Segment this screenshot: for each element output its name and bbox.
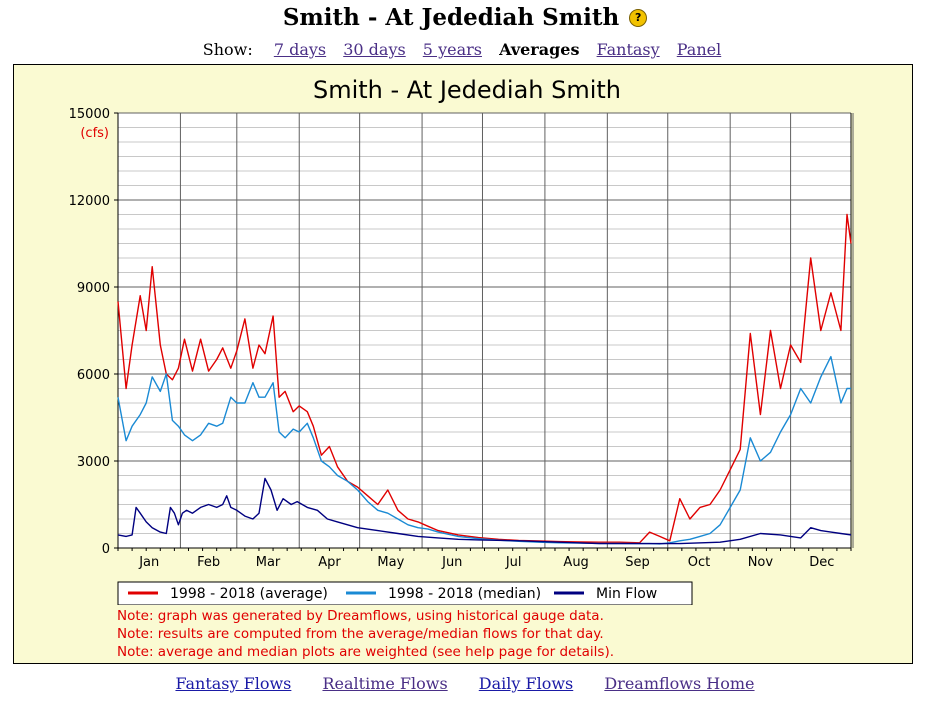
x-month-label: Jul — [505, 555, 522, 570]
x-month-label: Oct — [688, 555, 710, 570]
y-tick-label: 3000 — [77, 455, 110, 470]
chart-panel: Smith - At Jedediah Smith 0 3000 6000 9000 1… — [13, 64, 913, 664]
chart-title: Smith - At Jedediah Smith — [313, 76, 621, 104]
y-axis: 0 3000 6000 9000 12000 15000 — [69, 107, 852, 557]
footer-link-fantasy-flows[interactable]: Fantasy Flows — [175, 674, 292, 693]
page-header: Smith - At Jedediah Smith? — [0, 4, 930, 31]
y-tick-label: 6000 — [77, 368, 110, 383]
nav-link-7-days[interactable]: 7 days — [273, 40, 327, 59]
series-line-1 — [117, 355, 851, 545]
nav-link-30-days[interactable]: 30 days — [343, 40, 406, 59]
chart-notes: Note: graph was generated by Dreamflows,… — [117, 607, 614, 661]
chart-legend: 1998 - 2018 (average) 1998 - 2018 (median… — [117, 581, 693, 606]
footer-nav: Fantasy Flows Realtime Flows Daily Flows… — [0, 674, 930, 693]
nav-link-fantasy[interactable]: Fantasy — [596, 40, 660, 59]
footer-link-realtime-flows[interactable]: Realtime Flows — [322, 674, 448, 693]
y-tick-label: 0 — [102, 542, 110, 557]
x-month-label: Sep — [625, 555, 650, 570]
note-line: Note: graph was generated by Dreamflows,… — [117, 608, 604, 624]
view-selector-nav: Show: 7 days 30 days 5 years Averages Fa… — [0, 40, 930, 59]
nav-link-panel[interactable]: Panel — [676, 40, 722, 59]
x-month-label: Jun — [441, 555, 462, 570]
legend-label: Min Flow — [596, 586, 657, 602]
series-line-0 — [117, 213, 852, 544]
y-tick-label: 9000 — [77, 281, 110, 296]
y-tick-label: 12000 — [69, 194, 110, 209]
y-tick-label: 15000 — [69, 107, 110, 122]
chart-series — [117, 213, 852, 545]
x-month-label: Jan — [138, 555, 159, 570]
x-month-label: Apr — [318, 555, 341, 570]
legend-label: 1998 - 2018 (median) — [388, 586, 541, 602]
x-month-label: Aug — [563, 555, 588, 570]
nav-link-5-years[interactable]: 5 years — [422, 40, 482, 59]
x-month-label: Dec — [809, 555, 834, 570]
show-label: Show: — [202, 40, 253, 59]
note-line: Note: average and median plots are weigh… — [117, 644, 615, 660]
x-month-label: May — [377, 555, 404, 570]
footer-link-dreamflows-home[interactable]: Dreamflows Home — [604, 674, 755, 693]
x-month-label: Mar — [256, 555, 281, 570]
nav-current-averages: Averages — [499, 40, 580, 59]
page-title: Smith - At Jedediah Smith — [282, 4, 620, 31]
legend-label: 1998 - 2018 (average) — [170, 586, 328, 602]
y-axis-unit-label: (cfs) — [80, 126, 109, 141]
note-line: Note: results are computed from the aver… — [117, 626, 604, 642]
x-month-label: Feb — [197, 555, 220, 570]
chart-grid — [117, 112, 854, 549]
flow-chart: Smith - At Jedediah Smith 0 3000 6000 9000 1… — [69, 76, 854, 606]
series-line-2 — [117, 477, 852, 545]
footer-link-daily-flows[interactable]: Daily Flows — [478, 674, 574, 693]
help-question-icon[interactable]: ? — [629, 8, 648, 27]
x-axis: Jan Feb Mar Apr May Jun Jul Aug Sep Oct Nov Dec — [117, 547, 852, 570]
x-month-label: Nov — [748, 555, 774, 570]
